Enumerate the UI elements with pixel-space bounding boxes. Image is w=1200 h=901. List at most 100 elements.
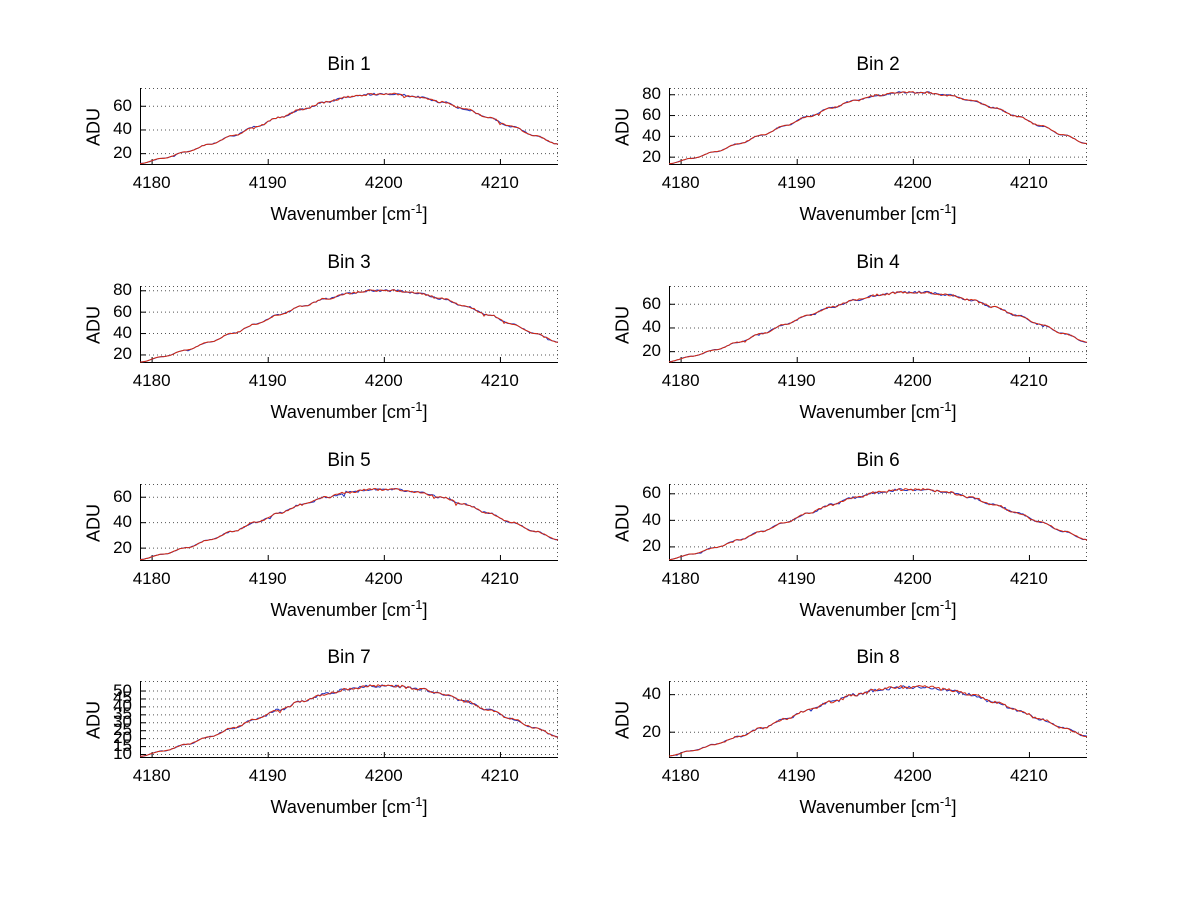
- plot-area: [668, 484, 1088, 561]
- x-tick-label: 4180: [132, 766, 171, 785]
- chart-title: Bin 5: [327, 450, 371, 471]
- y-tick-label: 20: [642, 721, 661, 741]
- x-tick-label: 4190: [248, 569, 287, 588]
- y-tick-label: 20: [113, 143, 132, 163]
- y-tick-label: 20: [113, 728, 132, 748]
- y-tick-label: 20: [642, 536, 661, 556]
- x-axis-label-text: Wavenumber [cm: [270, 402, 411, 422]
- spectrum-line-under: [668, 685, 1088, 757]
- spectrum-line-under: [668, 488, 1088, 560]
- y-tick-label: 20: [642, 341, 661, 361]
- x-tick-label: 4200: [893, 173, 932, 192]
- subplot-bin-6: Bin 6 ADU 20 40 60 4180 4190 4200 4210 Wavenumber…: [613, 450, 1088, 620]
- spectrum-line-under: [668, 91, 1087, 165]
- y-tick-label: 40: [113, 696, 132, 716]
- x-tick-label: 4210: [481, 569, 519, 588]
- x-tick-label: 4210: [1010, 766, 1048, 785]
- y-tick-label: 60: [113, 301, 132, 321]
- y-tick-label: 60: [642, 483, 661, 503]
- y-tick-label: 40: [642, 684, 661, 704]
- subplot-bin-5: Bin 5 ADU 20 40 60 4180 4190 4200 4210 Wavenumber…: [84, 450, 559, 620]
- x-tick-label: 4200: [364, 569, 403, 588]
- x-tick-label: 4180: [132, 371, 171, 390]
- x-axis-label-exponent: -1: [410, 201, 423, 216]
- subplot-bin-8: Bin 8 ADU 20 40 4180 4190 4200 4210 Wavenumber […: [613, 647, 1088, 817]
- x-axis-label-exponent: -1: [410, 597, 423, 612]
- spectrum-line: [139, 684, 559, 757]
- chart-title: Bin 8: [856, 647, 900, 668]
- subplot-bin-4: Bin 4 ADU 20 40 60 4180 4190 4200 4210 Wavenumber…: [613, 252, 1088, 422]
- x-tick-label: 4210: [481, 766, 519, 785]
- x-axis-label: Wavenumber [cm-1]: [140, 597, 558, 621]
- x-tick-label: 4190: [248, 766, 287, 785]
- x-tick-label: 4200: [893, 569, 932, 588]
- y-tick-label: 80: [642, 84, 661, 104]
- spectrum-line-under: [139, 92, 559, 164]
- x-axis-label: Wavenumber [cm-1]: [140, 201, 558, 225]
- x-axis-label-text: Wavenumber [cm: [799, 402, 940, 422]
- plot-area: [139, 286, 559, 363]
- x-axis-label: Wavenumber [cm-1]: [140, 794, 558, 818]
- chart-title: Bin 2: [856, 54, 900, 75]
- x-tick-label: 4210: [1010, 569, 1048, 588]
- spectrum-line: [668, 684, 1088, 757]
- x-axis-label: Wavenumber [cm-1]: [669, 597, 1087, 621]
- x-tick-label: 4190: [777, 371, 816, 390]
- spectrum-line: [668, 290, 1088, 363]
- y-tick-label: 80: [113, 280, 132, 300]
- x-axis-label-text: Wavenumber [cm: [270, 600, 411, 620]
- plot-area: [668, 286, 1088, 363]
- x-tick-label: 4200: [364, 766, 403, 785]
- x-tick-label: 4190: [248, 173, 287, 192]
- x-axis-label-exponent: -1: [410, 794, 423, 809]
- x-axis-label-text: Wavenumber [cm: [270, 797, 411, 817]
- chart-title: Bin 7: [327, 647, 371, 668]
- spectrum-line: [140, 289, 559, 363]
- chart-title: Bin 4: [856, 252, 900, 273]
- x-tick-label: 4190: [777, 569, 816, 588]
- y-tick-label: 60: [113, 95, 132, 115]
- y-tick-label: 10: [113, 744, 132, 764]
- y-tick-label: 40: [113, 323, 132, 343]
- x-tick-label: 4180: [132, 173, 171, 192]
- x-axis-label-close: ]: [951, 600, 957, 620]
- x-axis-label-close: ]: [951, 797, 957, 817]
- chart-title: Bin 6: [856, 450, 900, 471]
- y-tick-label: 20: [642, 146, 661, 166]
- x-axis-label-close: ]: [951, 402, 957, 422]
- y-tick-label: 40: [642, 317, 661, 337]
- y-tick-label: 40: [113, 119, 132, 139]
- plot-area: [668, 681, 1088, 758]
- spectrum-line-under: [140, 488, 559, 560]
- x-tick-label: 4180: [661, 569, 700, 588]
- subplot-bin-2: Bin 2 ADU 20 40 60 80 4180 4190 4200 4210 Wavenumb…: [613, 54, 1088, 224]
- y-tick-label: 30: [113, 712, 132, 732]
- x-axis-label-exponent: -1: [410, 399, 423, 414]
- x-tick-label: 4210: [1010, 173, 1048, 192]
- y-tick-label: 50: [113, 680, 132, 700]
- x-tick-label: 4200: [364, 371, 403, 390]
- subplot-bin-3: Bin 3 ADU 20 40 60 80 4180 4190 4200 4210 Wavenumb…: [84, 252, 559, 422]
- y-tick-label: 45: [113, 688, 132, 708]
- x-axis-label: Wavenumber [cm-1]: [669, 201, 1087, 225]
- x-axis-label-exponent: -1: [939, 597, 952, 612]
- y-tick-label: 60: [642, 105, 661, 125]
- spectrum-line: [139, 92, 559, 165]
- spectrum-line: [668, 91, 1088, 165]
- y-tick-label: 20: [113, 344, 132, 364]
- spectrum-line-under: [669, 290, 1088, 362]
- y-tick-label: 25: [113, 720, 132, 740]
- x-tick-label: 4180: [661, 371, 700, 390]
- y-tick-label: 20: [113, 537, 132, 557]
- plot-area: [139, 681, 559, 758]
- x-tick-label: 4180: [132, 569, 171, 588]
- x-tick-label: 4210: [481, 173, 519, 192]
- x-axis-label-close: ]: [422, 204, 428, 224]
- plot-area: [139, 88, 559, 165]
- x-axis-label-exponent: -1: [939, 794, 952, 809]
- x-tick-label: 4180: [661, 766, 700, 785]
- y-tick-label: 60: [642, 293, 661, 313]
- chart-title: Bin 1: [327, 54, 371, 75]
- subplot-bin-1: Bin 1 ADU 20 40 60 4180 4190 4200 4210 Wavenumber…: [84, 54, 559, 224]
